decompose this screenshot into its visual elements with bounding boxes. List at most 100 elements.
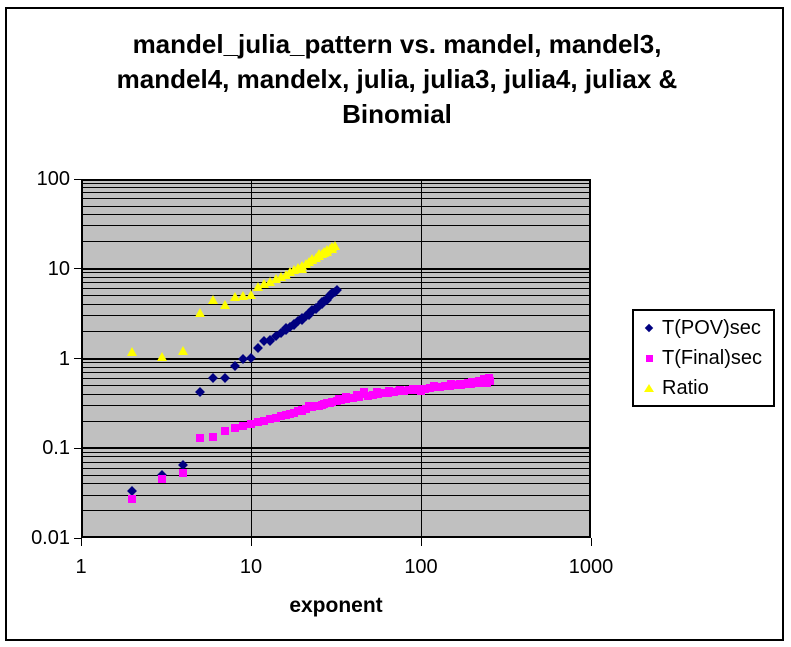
data-point-square [266,414,275,423]
y-tick-label: 10 [47,257,70,280]
data-point-square [399,386,408,395]
gridline [81,214,591,216]
gridline [81,456,591,458]
data-point-triangle [329,240,340,250]
data-point-square [431,383,440,392]
data-point-square [260,416,269,425]
data-point-square [354,392,363,401]
gridline [81,510,591,512]
legend: T(POV)sec T(Final)sec Ratio [632,309,775,407]
data-point-square [389,388,398,397]
data-point-square [281,410,290,419]
data-point-triangle [229,291,240,301]
y-axis-tick [74,447,81,449]
gridline [81,276,591,278]
legend-item: T(POV)sec [634,317,773,340]
major-gridline [81,447,591,450]
gridline [81,366,591,368]
y-axis-tick [74,537,81,539]
data-point-square [286,409,295,418]
gridline [81,467,591,469]
data-point-square [220,427,229,436]
data-point-square [209,432,218,441]
gridline [81,385,591,387]
triangle-legend-icon [641,384,657,392]
y-tick-label: 100 [36,168,70,190]
data-point-square [426,383,435,392]
legend-label: Ratio [662,376,709,399]
y-axis-tick [74,268,81,270]
x-axis-title: exponent [289,594,383,617]
y-tick-label: 1 [58,347,70,370]
legend-label: T(Final)sec [662,346,763,369]
chart-title-line-2: mandel4, mandelx, julia, julia3, julia4,… [116,64,678,94]
gridline [81,187,591,189]
gridline [81,198,591,200]
diamond-legend-icon [641,323,657,333]
legend-label: T(POV)sec [662,316,761,339]
gridline [81,494,591,496]
data-point-triangle [127,347,138,357]
data-point-triangle [178,345,189,355]
gridline [81,451,591,453]
x-axis-tick [590,538,592,546]
data-point-square [451,381,460,390]
data-point-square [405,386,413,395]
data-point-square [364,391,373,400]
data-point-square [239,421,248,430]
x-tick-label: 1 [75,556,87,578]
y-axis-tick [74,358,81,359]
data-point-square [328,397,337,406]
gridline [81,474,591,476]
gridline [81,315,591,317]
data-point-triangle [208,294,219,304]
data-point-square [271,413,280,422]
x-tick-label: 10 [239,556,263,578]
data-point-square [337,396,346,405]
x-axis-tick [420,538,422,546]
gridline [81,420,591,422]
data-point-square [276,412,285,421]
data-point-square [158,474,167,483]
chart-title-line-3: Binomial [342,99,452,129]
data-point-triangle [238,290,249,300]
data-point-square [385,387,394,396]
data-point-square [457,380,466,389]
gridline [81,205,591,207]
data-point-square [420,384,429,393]
gridline [81,393,591,395]
gridline [81,192,591,194]
gridline [81,272,591,274]
gridline [81,461,591,463]
data-point-triangle [157,351,168,361]
x-axis-tick [80,538,82,546]
gridline [81,303,591,305]
data-point-square [368,391,377,399]
data-point-square [254,418,263,427]
major-gridline [81,357,591,360]
square-legend-icon [641,354,657,362]
data-point-triangle [270,274,281,284]
data-point-triangle [246,290,256,300]
data-point-triangle [265,276,276,286]
data-point-square [179,468,188,477]
chart-title-line-1: mandel_julia_pattern vs. mandel, mandel3… [132,29,662,59]
gridline [81,330,591,332]
gridline [81,483,591,485]
data-point-square [230,424,239,433]
x-tick-label: 100 [404,556,438,578]
data-point-square [374,390,383,399]
data-point-square [410,385,419,394]
data-point-triangle [297,264,308,274]
data-point-triangle [259,278,270,288]
data-point-square [195,433,204,442]
gridline [81,182,591,184]
data-point-square [436,382,445,391]
data-point-square [359,390,368,399]
chart-title: mandel_julia_pattern vs. mandel, mandel3… [60,27,734,132]
data-point-square [486,376,495,385]
legend-item: T(Final)sec [634,347,773,370]
major-gridline [81,267,591,270]
data-point-square [128,495,137,504]
